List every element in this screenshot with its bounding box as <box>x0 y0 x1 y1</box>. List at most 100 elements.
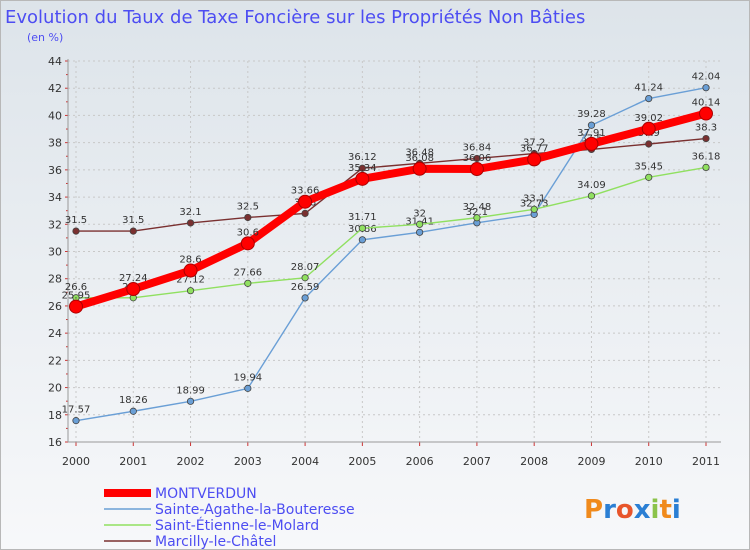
y-tick-label: 42 <box>48 82 62 95</box>
x-tick-label: 2000 <box>62 455 90 468</box>
data-point <box>645 140 653 148</box>
y-tick-label: 26 <box>48 300 62 313</box>
x-tick-label: 2009 <box>577 455 605 468</box>
y-tick-label: 28 <box>48 273 62 286</box>
data-label: 42.04 <box>692 72 721 83</box>
y-tick-label: 20 <box>48 382 62 395</box>
data-point <box>126 282 141 297</box>
x-tick-label: 2003 <box>234 455 262 468</box>
data-point <box>699 106 713 121</box>
data-point <box>355 171 370 186</box>
data-point <box>702 84 710 92</box>
data-point <box>301 274 309 282</box>
logo-text: Proxiti <box>584 495 681 525</box>
x-tick-label: 2005 <box>348 455 376 468</box>
data-label: 32.73 <box>520 198 549 209</box>
data-point <box>129 407 137 415</box>
data-point <box>244 213 252 222</box>
data-label: 37.2 <box>523 138 545 149</box>
data-point <box>702 134 710 143</box>
data-point <box>186 397 195 405</box>
data-point <box>72 227 80 235</box>
data-point <box>358 164 366 172</box>
legend-label: MONTVERDUN <box>155 486 257 502</box>
data-label: 25.95 <box>62 291 91 302</box>
chart-subtitle: (en %) <box>27 31 63 44</box>
y-tick-label: 44 <box>48 55 62 68</box>
x-tick-label: 2007 <box>463 455 491 468</box>
data-label: 38.3 <box>695 123 717 134</box>
data-point <box>587 121 596 129</box>
x-tick-label: 2010 <box>635 455 663 468</box>
data-label: 26.6 <box>65 282 87 293</box>
legend-label: Sainte-Agathe-la-Bouteresse <box>155 502 355 518</box>
data-label: 26.59 <box>291 282 320 293</box>
chart-title: Evolution du Taux de Taxe Foncière sur l… <box>5 7 585 28</box>
data-label: 36.18 <box>692 151 721 162</box>
legend-item: Sainte-Agathe-la-Bouteresse <box>104 502 355 518</box>
x-tick-label: 2002 <box>177 455 205 468</box>
data-point <box>298 194 313 209</box>
data-label: 28.07 <box>291 262 320 273</box>
legend: MONTVERDUNSainte-Agathe-la-BouteresseSai… <box>104 486 355 549</box>
data-point <box>416 220 424 228</box>
y-tick-label: 16 <box>48 436 62 449</box>
data-label: 27.24 <box>119 273 148 284</box>
data-point <box>416 228 424 236</box>
y-tick-label: 24 <box>48 327 62 340</box>
data-label: 33.1 <box>523 193 545 204</box>
data-point <box>530 205 538 213</box>
y-tick-label: 38 <box>48 137 62 150</box>
y-tick-label: 18 <box>48 409 62 422</box>
data-point <box>244 384 252 392</box>
data-label: 36.12 <box>348 152 377 163</box>
data-label: 34.09 <box>577 180 606 191</box>
data-label: 35.34 <box>348 163 377 174</box>
series-line <box>72 109 710 311</box>
legend-item: Saint-Étienne-le-Molard <box>104 517 319 534</box>
data-label: 35.45 <box>634 161 663 172</box>
y-tick-label: 36 <box>48 164 62 177</box>
x-tick-label: 2011 <box>692 455 720 468</box>
legend-item: Marcilly-le-Châtel <box>104 534 276 549</box>
data-point <box>186 219 195 227</box>
proxiti-logo: Proxiti <box>584 495 681 525</box>
data-label: 27.66 <box>233 267 262 278</box>
data-point <box>473 214 481 222</box>
data-point <box>72 417 80 425</box>
data-label: 36.77 <box>520 143 549 154</box>
data-point <box>412 161 427 176</box>
data-label: 36.48 <box>405 147 434 158</box>
data-label: 41.24 <box>634 83 663 94</box>
data-label: 32.1 <box>179 207 201 218</box>
series-line <box>75 166 707 299</box>
data-point <box>358 224 366 232</box>
data-point <box>186 287 195 295</box>
data-point <box>645 173 653 181</box>
data-label: 18.99 <box>176 385 205 396</box>
data-point <box>527 152 542 167</box>
data-label: 36.06 <box>463 153 492 164</box>
data-label: 27.12 <box>176 275 205 286</box>
data-label: 19.94 <box>233 372 262 383</box>
grid <box>68 60 721 443</box>
data-label: 31.5 <box>122 215 144 226</box>
data-label: 32 <box>413 208 426 219</box>
data-label: 32.5 <box>237 201 259 212</box>
axes: 16 18 20 22 24 26 28 30 32 34 36 38 40 42 44 2000 2001 20… <box>48 55 721 468</box>
x-tick-label: 2008 <box>520 455 548 468</box>
data-point <box>584 136 599 151</box>
data-point <box>587 192 596 200</box>
data-point <box>641 121 656 136</box>
x-tick-label: 2006 <box>406 455 434 468</box>
data-point <box>240 236 255 251</box>
data-point <box>473 154 481 163</box>
legend-label: Marcilly-le-Châtel <box>155 534 276 549</box>
x-tick-label: 2004 <box>291 455 319 468</box>
data-point <box>702 163 710 172</box>
data-label: 32.48 <box>463 202 492 213</box>
data-point <box>244 279 252 287</box>
